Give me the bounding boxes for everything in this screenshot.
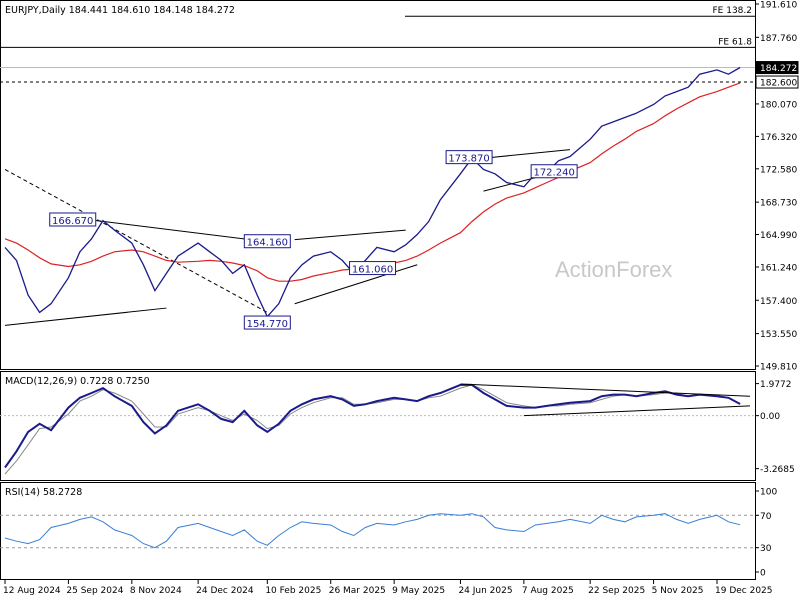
price-annotation-box (530, 164, 578, 179)
trendline (4, 169, 268, 313)
price-annotation-box (243, 234, 291, 249)
y-tick-label: 180.070 (760, 100, 797, 110)
trendline (4, 307, 167, 326)
price-annotation-box (349, 261, 397, 276)
macd-trendline (523, 405, 751, 417)
price-annotation-label: 164.160 (247, 238, 288, 249)
x-tick-label: 9 May 2025 (392, 586, 445, 596)
y-tick-label: 0.00 (760, 412, 780, 422)
axes-layer: 191.610 187.760 184.272 182.600 180.070 176.3… (3, 1, 799, 596)
fib-level-label: FE 61.8 (718, 37, 752, 47)
price-marker-box (755, 75, 799, 89)
trendline (294, 264, 418, 305)
price-annotation-box (243, 315, 291, 330)
fib-level-label: FE 138.2 (713, 6, 753, 16)
x-tick-label: 25 Sep 2024 (66, 586, 123, 596)
y-tick-label: 0 (760, 569, 766, 579)
x-tick-label: 7 Aug 2025 (522, 586, 574, 596)
y-tick-label: 70 (760, 512, 772, 522)
watermark: ActionForex (555, 257, 672, 282)
x-tick-label: 22 Sep 2025 (588, 586, 645, 596)
y-tick-label: 176.320 (760, 133, 797, 143)
price-annotation-label: 166.670 (52, 216, 93, 227)
price-panel (0, 0, 756, 370)
price-annotation-label: 161.060 (352, 265, 393, 276)
price-series-line (4, 66, 741, 318)
y-tick-label: 161.240 (760, 264, 797, 274)
macd-signal-line (4, 384, 741, 475)
y-tick-label: 1.9772 (760, 380, 792, 390)
macd-trendline (460, 383, 751, 397)
macd-main-line (4, 383, 741, 469)
y-tick-label: 157.400 (760, 297, 797, 307)
rsi-layer (0, 513, 755, 549)
y-tick-label: 30 (760, 544, 772, 554)
price-annotation-label: 172.240 (533, 168, 574, 179)
y-tick-label: 182.600 (760, 79, 797, 89)
price-annotation-box (445, 150, 493, 165)
trendline (483, 149, 571, 159)
macd-layer (0, 383, 755, 475)
x-tick-label: 24 Dec 2024 (196, 586, 254, 596)
macd-panel-title: MACD(12,26,9) 0.7228 0.7250 (5, 376, 150, 387)
trendline (294, 229, 406, 241)
x-tick-label: 26 Mar 2025 (329, 586, 386, 596)
y-tick-label: 164.990 (760, 231, 797, 241)
price-annotation-label: 154.770 (247, 319, 288, 330)
y-tick-label: 168.730 (760, 199, 797, 209)
y-tick-label: 184.272 (760, 64, 797, 74)
x-tick-label: 12 Aug 2024 (3, 586, 61, 596)
y-tick-label: 100 (760, 488, 777, 498)
y-tick-label: 172.580 (760, 165, 797, 175)
rsi-line (4, 513, 741, 549)
price-annotation-box (49, 212, 97, 227)
y-tick-label: 149.810 (760, 363, 797, 373)
rsi-panel (0, 482, 756, 580)
y-tick-label: 153.550 (760, 330, 797, 340)
y-tick-label: -3.2685 (760, 465, 795, 475)
rsi-panel-title: RSI(14) 58.2728 (5, 487, 82, 498)
x-tick-label: 19 Dec 2025 (715, 586, 773, 596)
y-tick-label: 191.610 (760, 1, 797, 11)
x-tick-label: 8 Nov 2024 (130, 586, 182, 596)
trendline (68, 216, 268, 243)
macd-panel (0, 371, 756, 481)
y-tick-label: 187.760 (760, 34, 797, 44)
x-tick-label: 24 Jun 2025 (458, 586, 512, 596)
x-tick-label: 10 Feb 2025 (265, 586, 321, 596)
price-panel-title: EURJPY,Daily 184.441 184.610 184.148 184… (5, 5, 235, 16)
price-layer: FE 138.2 FE 61.8 166.670 154.770 164.160 161.… (0, 6, 755, 330)
price-annotation-label: 173.870 (448, 154, 489, 165)
price-marker-box (755, 61, 799, 75)
x-tick-label: 5 Nov 2025 (652, 586, 704, 596)
